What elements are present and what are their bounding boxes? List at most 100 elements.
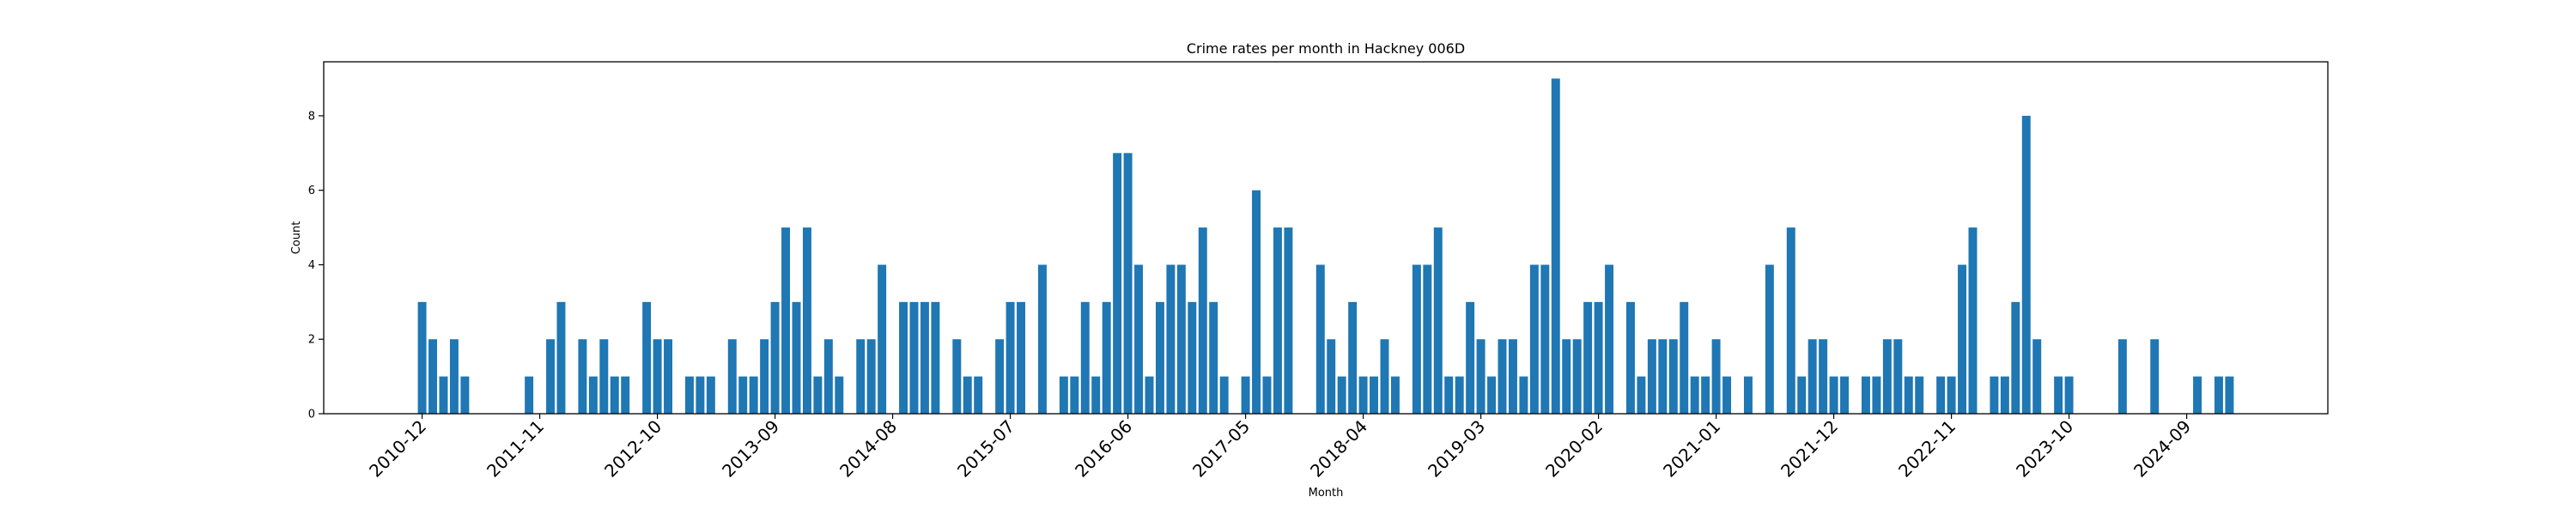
bar-2020-12 xyxy=(1701,376,1710,414)
bar-2014-11 xyxy=(920,301,929,414)
bar-2015-07 xyxy=(1005,301,1015,414)
bar-2015-04 xyxy=(974,376,983,414)
bar-2023-01 xyxy=(1968,227,1978,414)
bar-2022-11 xyxy=(1947,376,1956,414)
bar-2014-07 xyxy=(878,264,887,414)
bar-2017-02 xyxy=(1209,301,1218,414)
bar-2014-02 xyxy=(823,339,833,414)
bar-2015-10 xyxy=(1037,264,1047,414)
bar-2015-08 xyxy=(1017,301,1026,414)
bar-2022-06 xyxy=(1893,339,1903,414)
x-tick-label: 2014-08 xyxy=(835,416,901,482)
bar-2011-01 xyxy=(428,339,438,414)
bar-2023-09 xyxy=(2054,376,2063,414)
bar-2017-09 xyxy=(1284,227,1293,414)
bar-2020-02 xyxy=(1594,301,1603,414)
bar-2024-12 xyxy=(2214,376,2223,414)
x-tick-label: 2010-12 xyxy=(365,416,430,482)
bar-2014-06 xyxy=(866,339,876,414)
y-axis-label: Count xyxy=(290,221,303,255)
bar-2019-07 xyxy=(1519,376,1528,414)
bar-2019-03 xyxy=(1476,339,1485,414)
bar-2011-12 xyxy=(546,339,556,414)
x-tick-label: 2016-06 xyxy=(1071,416,1136,482)
bar-2012-11 xyxy=(664,339,673,414)
bar-2013-10 xyxy=(781,227,791,414)
bar-2024-10 xyxy=(2193,376,2202,414)
bar-2017-01 xyxy=(1198,227,1207,414)
bar-2020-03 xyxy=(1605,264,1614,414)
x-tick-label: 2019-03 xyxy=(1424,416,1489,482)
bar-2021-01 xyxy=(1711,339,1721,414)
bar-2012-10 xyxy=(653,339,662,414)
bar-2020-11 xyxy=(1690,376,1699,414)
bar-2021-10 xyxy=(1807,339,1817,414)
x-tick-label: 2021-01 xyxy=(1659,416,1724,482)
bar-2013-11 xyxy=(792,301,801,414)
bar-2024-03 xyxy=(2117,339,2127,414)
bar-2016-05 xyxy=(1113,153,1122,415)
x-tick-label: 2011-11 xyxy=(483,416,548,482)
bar-2013-03 xyxy=(706,376,715,414)
bar-2013-09 xyxy=(770,301,780,414)
x-axis-label: Month xyxy=(1309,487,1344,500)
bar-2010-12 xyxy=(417,301,427,414)
bar-2013-05 xyxy=(727,339,737,414)
bar-2016-06 xyxy=(1123,153,1133,415)
bar-2019-01 xyxy=(1455,376,1464,414)
bars-group xyxy=(417,78,2234,415)
bar-2013-06 xyxy=(738,376,748,414)
bar-2011-10 xyxy=(525,376,534,414)
bar-2018-01 xyxy=(1327,339,1336,414)
bar-2018-12 xyxy=(1444,376,1454,414)
bar-2019-10 xyxy=(1551,78,1560,415)
bar-2022-04 xyxy=(1872,376,1881,414)
bar-2019-06 xyxy=(1508,339,1517,414)
bar-2014-12 xyxy=(931,301,940,414)
y-tick-label: 0 xyxy=(308,409,315,421)
bar-2015-03 xyxy=(963,376,972,414)
bar-2016-02 xyxy=(1080,301,1090,414)
bar-2016-07 xyxy=(1134,264,1144,414)
bar-2019-05 xyxy=(1498,339,1507,414)
bar-2016-09 xyxy=(1155,301,1164,414)
bar-2016-04 xyxy=(1102,301,1111,414)
bar-2016-11 xyxy=(1176,264,1186,414)
bar-2018-11 xyxy=(1433,227,1443,414)
bar-2020-05 xyxy=(1625,301,1635,414)
bar-2017-05 xyxy=(1241,376,1250,414)
bar-2018-02 xyxy=(1337,376,1346,414)
bar-2014-10 xyxy=(909,301,919,414)
bar-2018-09 xyxy=(1412,264,1421,414)
bar-2014-05 xyxy=(856,339,866,414)
bar-2024-06 xyxy=(2150,339,2160,414)
y-axis: 0 2 4 6 8 xyxy=(308,110,324,421)
bar-2013-08 xyxy=(760,339,769,414)
bar-2022-01 xyxy=(1840,376,1850,414)
bar-2021-06 xyxy=(1765,264,1774,414)
bar-2014-03 xyxy=(835,376,844,414)
bar-2015-06 xyxy=(995,339,1005,414)
bar-2016-01 xyxy=(1070,376,1079,414)
bar-2018-04 xyxy=(1358,376,1368,414)
bar-2019-08 xyxy=(1529,264,1539,414)
x-tick-label: 2015-07 xyxy=(953,416,1018,482)
x-tick-label: 2012-10 xyxy=(600,416,665,482)
bar-2021-08 xyxy=(1786,227,1795,414)
axes-frame xyxy=(323,61,2329,415)
bar-2014-09 xyxy=(899,301,908,414)
x-tick-label: 2023-10 xyxy=(2012,416,2077,482)
bar-2021-04 xyxy=(1743,376,1753,414)
bar-2012-07 xyxy=(621,376,630,414)
y-tick-label: 8 xyxy=(308,110,315,123)
bar-2012-05 xyxy=(599,339,609,414)
bar-2012-03 xyxy=(578,339,587,414)
bar-2020-08 xyxy=(1658,339,1668,414)
bar-2018-05 xyxy=(1370,376,1379,414)
bar-2018-03 xyxy=(1348,301,1358,414)
bar-2018-07 xyxy=(1390,376,1400,414)
bar-2017-06 xyxy=(1252,190,1261,414)
bar-2021-09 xyxy=(1797,376,1807,414)
bar-2018-06 xyxy=(1380,339,1389,414)
bar-2022-07 xyxy=(1904,376,1913,414)
